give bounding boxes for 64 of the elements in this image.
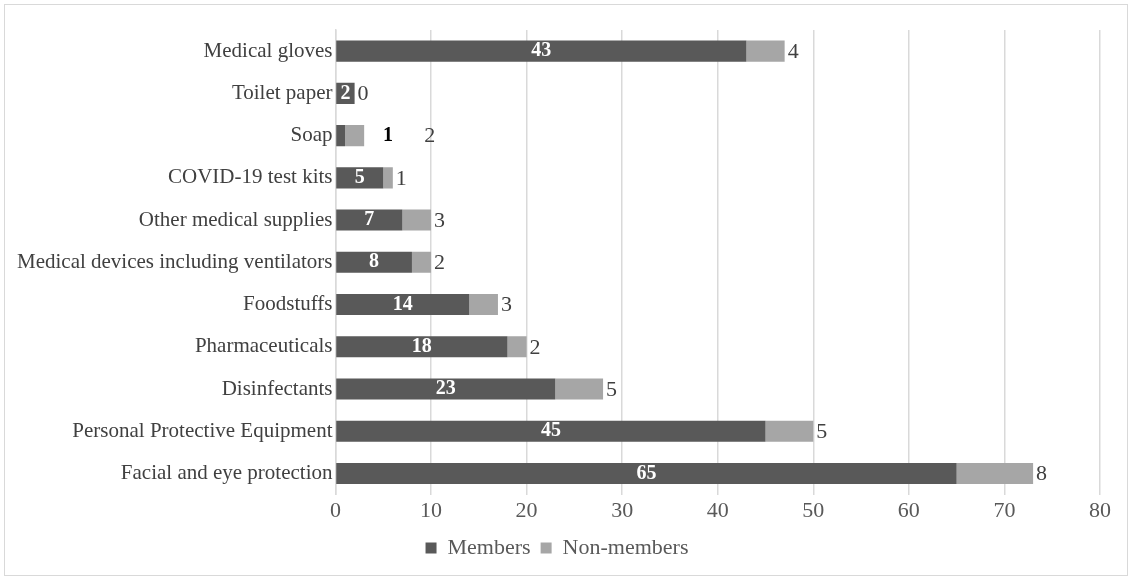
data-label: 2 — [424, 122, 436, 148]
bar — [746, 40, 785, 62]
x-tick-label: 0 — [329, 496, 341, 522]
bar — [469, 293, 498, 316]
data-label: 5 — [354, 165, 365, 187]
data-label: 3 — [500, 291, 512, 317]
y-tick-label: Other medical supplies — [138, 206, 333, 231]
bar — [336, 167, 384, 189]
x-tick-label: 70 — [993, 496, 1016, 522]
bar — [336, 40, 747, 62]
data-label: 3 — [434, 206, 446, 232]
data-label: 7 — [364, 207, 375, 230]
x-tick-label: 60 — [897, 496, 920, 522]
bar — [345, 125, 365, 147]
y-tick-label: Foodstuffs — [243, 291, 333, 316]
x-tick-label: 30 — [611, 496, 634, 522]
x-tick-label: 20 — [515, 496, 538, 522]
x-tick-label: 10 — [420, 496, 443, 522]
bar — [336, 462, 957, 485]
data-label: 65 — [636, 460, 657, 483]
bar — [336, 251, 412, 273]
data-label: 14 — [392, 291, 413, 314]
bar — [336, 420, 766, 442]
data-label: 8 — [1036, 460, 1048, 486]
y-tick-label: COVID-19 test kits — [167, 164, 333, 189]
y-tick-label: Medical devices including ventilators — [16, 248, 333, 273]
data-label: 2 — [340, 80, 351, 103]
bar — [411, 251, 432, 273]
y-tick-label: Pharmaceuticals — [194, 333, 333, 358]
bar — [383, 167, 393, 189]
bar — [956, 462, 1034, 485]
data-label: 2 — [434, 249, 446, 275]
y-tick-label: Facial and eye protection — [120, 460, 333, 484]
bar — [507, 336, 527, 358]
data-label: 1 — [383, 122, 394, 145]
data-label: 0 — [357, 80, 369, 106]
bar — [336, 378, 556, 400]
bar — [555, 378, 604, 400]
bar — [336, 293, 470, 316]
data-label: 8 — [369, 249, 380, 272]
y-tick-label: Toilet paper — [231, 79, 333, 104]
data-label: 18 — [411, 333, 432, 356]
y-tick-label: Medical gloves — [203, 37, 333, 62]
data-label: 2 — [529, 333, 541, 359]
legend-label: Members — [447, 533, 531, 559]
bar — [336, 209, 403, 231]
y-tick-label: Personal Protective Equipment — [72, 417, 333, 442]
bar — [765, 420, 814, 442]
data-label: 5 — [816, 418, 828, 444]
data-label: 4 — [787, 37, 799, 63]
data-label: 45 — [540, 418, 561, 441]
bar — [402, 209, 432, 231]
legend-label: Non-members — [562, 533, 689, 559]
x-tick-label: 80 — [1089, 496, 1111, 522]
data-label: 23 — [435, 376, 456, 399]
data-label: 1 — [395, 164, 407, 190]
bar — [336, 336, 508, 358]
data-label: 43 — [531, 38, 552, 61]
data-label: 5 — [606, 375, 618, 401]
x-tick-label: 40 — [706, 496, 729, 522]
y-tick-label: Disinfectants — [221, 375, 333, 400]
bar — [336, 125, 346, 147]
y-tick-label: Soap — [290, 122, 333, 147]
x-tick-label: 50 — [802, 496, 825, 522]
